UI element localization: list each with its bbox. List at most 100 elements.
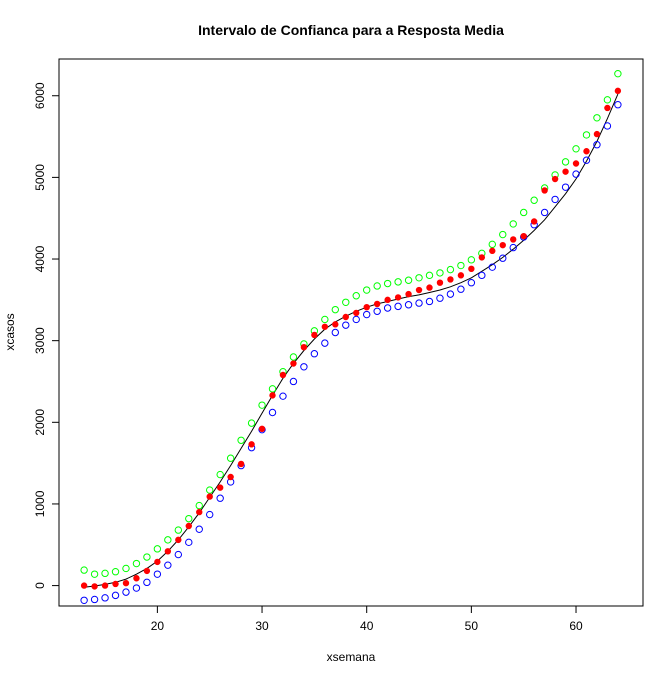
data-points (80, 69, 622, 604)
series-0-point (530, 196, 538, 204)
series-2-point (572, 160, 580, 167)
y-tick-label: 0 (33, 582, 47, 589)
series-1-point (383, 304, 392, 312)
series-2-point (122, 579, 130, 587)
series-0-point (404, 276, 413, 284)
series-2-point (332, 321, 339, 328)
series-1-point (90, 595, 99, 604)
series-1-point (488, 263, 496, 271)
series-1-point (362, 310, 371, 319)
series-2-point (447, 276, 454, 283)
series-1-point (467, 278, 476, 287)
series-2-point (415, 286, 423, 294)
series-2-point (133, 575, 140, 582)
series-0-point (499, 230, 507, 239)
series-0-point (111, 568, 120, 576)
series-0-point (80, 566, 88, 574)
series-1-point (603, 122, 612, 130)
series-1-point (593, 141, 601, 149)
series-2-point (279, 371, 287, 379)
series-1-point (132, 584, 141, 592)
series-2-point (154, 558, 161, 566)
series-1-point (279, 392, 287, 400)
series-0-point (582, 131, 591, 139)
series-1-point (478, 271, 486, 280)
series-0-point (331, 305, 340, 314)
series-1-point (268, 408, 277, 417)
series-1-point (111, 591, 120, 600)
series-2-point (258, 425, 266, 433)
series-1-point (509, 243, 517, 252)
series-2-point (164, 548, 172, 555)
series-1-point (436, 294, 444, 302)
series-2-point (583, 148, 590, 155)
series-1-point (342, 321, 350, 329)
series-1-point (80, 596, 88, 604)
series-2-point (248, 441, 255, 448)
series-0-point (132, 559, 141, 568)
series-2-point (185, 522, 192, 530)
series-1-point (300, 363, 308, 371)
series-1-point (446, 290, 455, 298)
series-2-point (541, 187, 548, 194)
y-axis-label: xcasos (3, 313, 17, 350)
series-0-point (561, 158, 570, 166)
series-0-point (342, 298, 350, 306)
series-0-point (216, 470, 224, 479)
x-tick-label: 30 (255, 619, 269, 633)
series-0-point (247, 419, 256, 427)
y-tick-label: 5000 (33, 164, 47, 191)
series-2-point (510, 236, 517, 243)
series-0-point (321, 315, 329, 324)
chart-title: Intervalo de Confianca para a Resposta M… (198, 22, 504, 38)
series-1-point (206, 510, 214, 519)
series-1-point (310, 350, 319, 358)
series-2-point (196, 508, 203, 516)
series-0-point (436, 269, 444, 277)
series-0-point (362, 286, 371, 294)
series-0-point (164, 536, 172, 544)
series-2-point (394, 294, 402, 301)
series-2-point (551, 175, 559, 183)
series-2-point (562, 168, 569, 175)
series-1-point (394, 302, 402, 311)
series-0-point (509, 220, 517, 228)
series-2-point (593, 130, 601, 138)
y-tick-label: 1000 (33, 490, 47, 517)
series-2-point (436, 279, 444, 286)
series-2-point (499, 241, 506, 249)
series-0-point (467, 256, 476, 264)
series-0-point (614, 69, 622, 78)
series-0-point (383, 279, 392, 288)
series-0-point (425, 271, 434, 280)
series-2-point (80, 582, 88, 589)
series-1-point (425, 297, 434, 306)
series-2-point (321, 323, 329, 330)
x-tick-label: 50 (465, 619, 479, 633)
series-1-point (216, 494, 224, 502)
series-1-point (499, 254, 507, 262)
y-tick-label: 3000 (33, 327, 47, 354)
series-2-point (384, 296, 391, 304)
series-2-point (112, 580, 119, 588)
series-1-point (153, 570, 162, 578)
series-1-point (289, 377, 298, 386)
series-0-point (226, 454, 235, 462)
series-2-point (237, 460, 245, 468)
fitted-curve (84, 93, 619, 588)
series-2-point (206, 493, 213, 500)
series-0-point (268, 385, 277, 393)
series-2-point (311, 331, 318, 339)
series-0-point (195, 501, 203, 510)
series-0-point (90, 570, 99, 578)
series-2-point (478, 254, 486, 261)
series-2-point (530, 218, 538, 225)
series-0-point (185, 514, 193, 523)
series-0-point (446, 265, 455, 274)
series-2-point (405, 290, 412, 298)
series-1-point (614, 101, 622, 109)
series-1-point (185, 538, 193, 547)
series-0-point (394, 278, 402, 286)
series-0-point (101, 569, 109, 578)
series-2-point (269, 392, 276, 399)
